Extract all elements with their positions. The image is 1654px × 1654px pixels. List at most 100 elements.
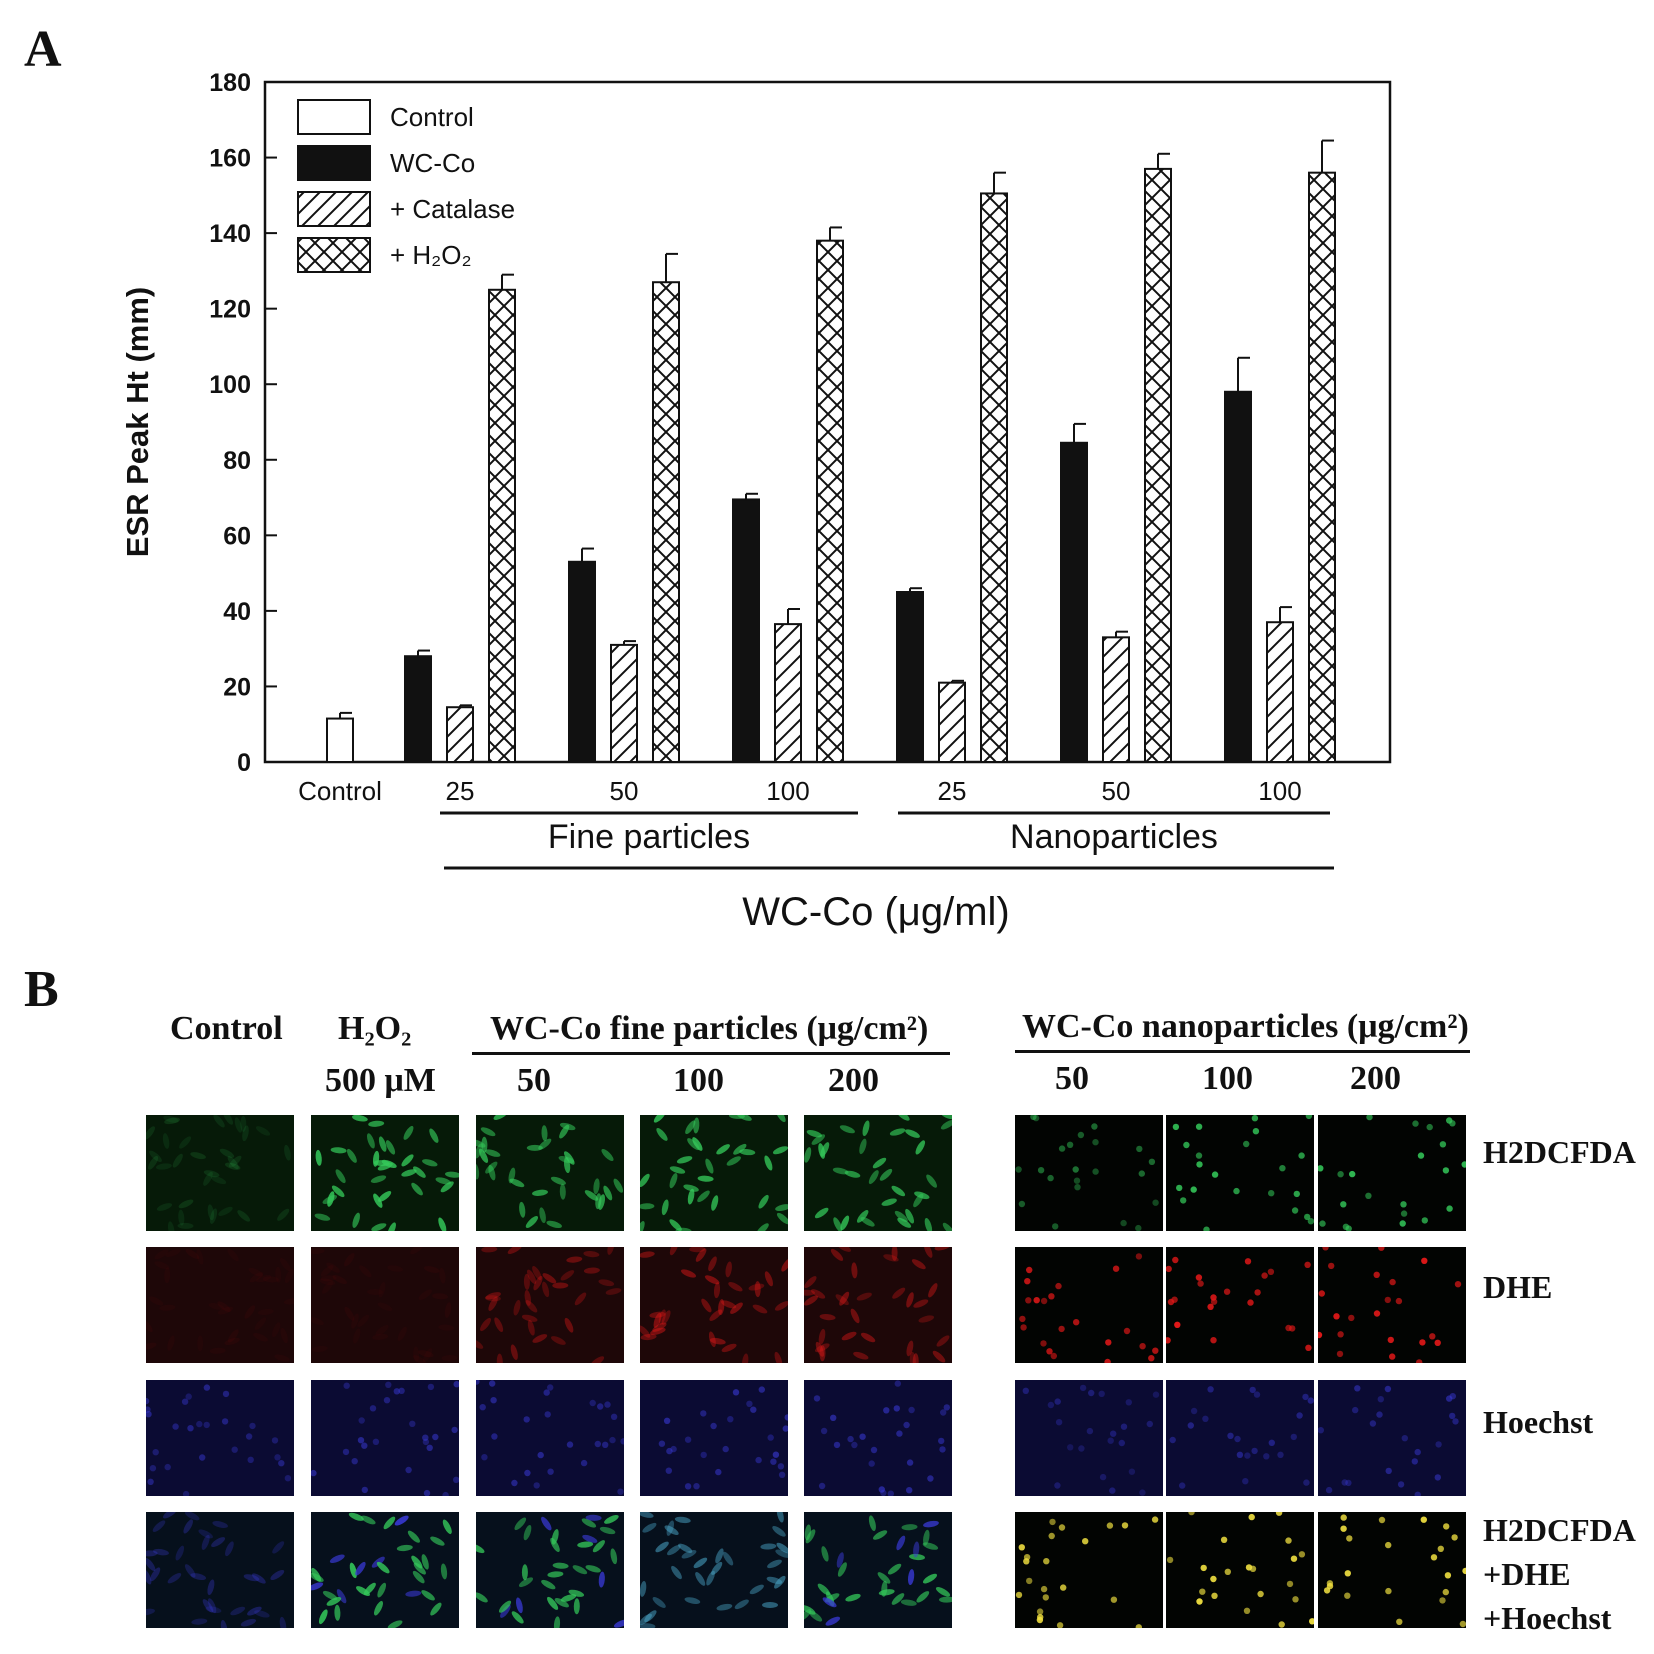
micrograph-cell	[1015, 1380, 1163, 1496]
row-label-dhe: DHE	[1483, 1269, 1553, 1305]
bar-crosshatch	[816, 239, 844, 763]
group-label: Nanoparticles	[1010, 818, 1218, 856]
nano-dose-50: 50	[1055, 1060, 1089, 1097]
micrograph-cell	[640, 1115, 788, 1231]
micrograph-cell	[1015, 1512, 1163, 1628]
nano-dose-100: 100	[1202, 1060, 1253, 1097]
micrograph-cell	[476, 1115, 624, 1231]
micrograph-cell	[311, 1115, 459, 1231]
bar-crosshatch	[1308, 171, 1336, 763]
y-tick-label: 60	[223, 522, 251, 550]
micrograph-cell	[311, 1247, 459, 1363]
legend-swatch	[297, 99, 371, 135]
legend-label: + Catalase	[390, 194, 515, 224]
bar-solid	[1060, 441, 1088, 763]
bar-diagonal	[1266, 621, 1294, 763]
bar-solid	[1224, 390, 1252, 763]
micrograph-cell	[146, 1512, 294, 1628]
micrograph-cell	[476, 1512, 624, 1628]
x-tick-label: 100	[766, 776, 809, 806]
y-tick-label: 160	[209, 145, 251, 173]
bar-diagonal	[610, 643, 638, 764]
micrograph-cell	[640, 1247, 788, 1363]
row-label-merge-1: H2DCFDA	[1483, 1512, 1636, 1548]
micrograph-cell	[311, 1512, 459, 1628]
bar-diagonal	[1102, 636, 1130, 763]
x-tick-label: 25	[446, 776, 475, 806]
micrograph-cell	[1318, 1380, 1466, 1496]
esr-bar-chart: 0 20 40 60 80 100 120 140 160 180 ESR Peak Ht (mm)…	[120, 69, 1392, 934]
legend-label: WC-Co	[390, 148, 475, 178]
bar-solid	[568, 560, 596, 763]
row-label-merge-3: +Hoechst	[1483, 1600, 1612, 1636]
x-tick-label: 50	[1102, 776, 1131, 806]
bar-crosshatch	[652, 281, 680, 763]
micrograph-cell	[1166, 1247, 1314, 1363]
bar-solid	[404, 655, 432, 764]
micrograph-cell	[640, 1512, 788, 1628]
micrograph-cell	[1166, 1115, 1314, 1231]
panel-a-letter: A	[24, 21, 62, 78]
legend-swatch	[297, 237, 371, 273]
bar-open	[326, 717, 354, 763]
y-tick-label: 120	[209, 296, 251, 324]
micrograph-cell	[476, 1380, 624, 1496]
micrograph-cell	[476, 1247, 624, 1363]
col-header-control: Control	[170, 1010, 283, 1047]
x-tick-label: 25	[938, 776, 967, 806]
micrograph-cell	[146, 1380, 294, 1496]
micrograph-cell	[1166, 1512, 1314, 1628]
row-label-h2dcfda: H2DCFDA	[1483, 1134, 1636, 1170]
micrograph-cell	[146, 1247, 294, 1363]
nano-header-rule	[1015, 1050, 1470, 1053]
fine-dose-50: 50	[517, 1062, 551, 1099]
y-tick-label: 140	[209, 220, 251, 248]
group-label: Fine particles	[548, 818, 750, 856]
micrograph-cell	[146, 1115, 294, 1231]
micrograph-cell	[1166, 1380, 1314, 1496]
bar-crosshatch	[1144, 167, 1172, 763]
bar-diagonal	[774, 623, 802, 763]
bar-crosshatch	[488, 288, 516, 763]
bar-solid	[896, 591, 924, 763]
x-tick-label: 50	[610, 776, 639, 806]
row-label-hoechst: Hoechst	[1483, 1404, 1594, 1440]
bar-diagonal	[446, 706, 474, 764]
legend-label: Control	[390, 102, 474, 132]
micrograph-cell	[311, 1380, 459, 1496]
bar-diagonal	[938, 681, 966, 764]
legend-swatch	[297, 145, 371, 181]
micrograph-cell	[1318, 1512, 1466, 1628]
col-header-h2o2: H₂O₂	[338, 1010, 412, 1047]
y-tick-label: 0	[237, 749, 251, 777]
y-tick-label: 100	[209, 371, 251, 399]
col-header-fine: WC-Co fine particles (μg/cm²)	[490, 1010, 929, 1047]
micrograph-cell	[804, 1247, 952, 1363]
y-tick-label: 20	[223, 673, 251, 701]
fine-dose-100: 100	[673, 1062, 724, 1099]
x-axis-label: WC-Co (μg/ml)	[742, 890, 1009, 934]
col-header-nano: WC-Co nanoparticles (μg/cm²)	[1022, 1008, 1469, 1045]
y-tick-label: 80	[223, 447, 251, 475]
legend-swatch	[297, 191, 371, 227]
micrograph-cell	[804, 1380, 952, 1496]
panel-b-letter: B	[24, 961, 59, 1018]
y-tick-label: 180	[209, 69, 251, 97]
micrograph-cell	[1015, 1115, 1163, 1231]
legend-label: + H₂O₂	[390, 240, 472, 270]
fine-header-rule	[472, 1052, 950, 1055]
bar-crosshatch	[980, 192, 1008, 763]
nano-dose-200: 200	[1350, 1060, 1401, 1097]
micrograph-cell	[1318, 1115, 1466, 1231]
x-tick-label: Control	[298, 776, 382, 806]
y-axis-label: ESR Peak Ht (mm)	[120, 287, 155, 557]
micrograph-cell	[804, 1512, 952, 1628]
bar-solid	[732, 498, 760, 763]
x-tick-label: 100	[1258, 776, 1301, 806]
fine-dose-200: 200	[828, 1062, 879, 1099]
micrograph-cell	[1015, 1247, 1163, 1363]
col-header-h2o2-conc: 500 μM	[325, 1062, 436, 1099]
micrograph-cell	[1318, 1247, 1466, 1363]
micrograph-cell	[804, 1115, 952, 1231]
y-tick-label: 40	[223, 598, 251, 626]
